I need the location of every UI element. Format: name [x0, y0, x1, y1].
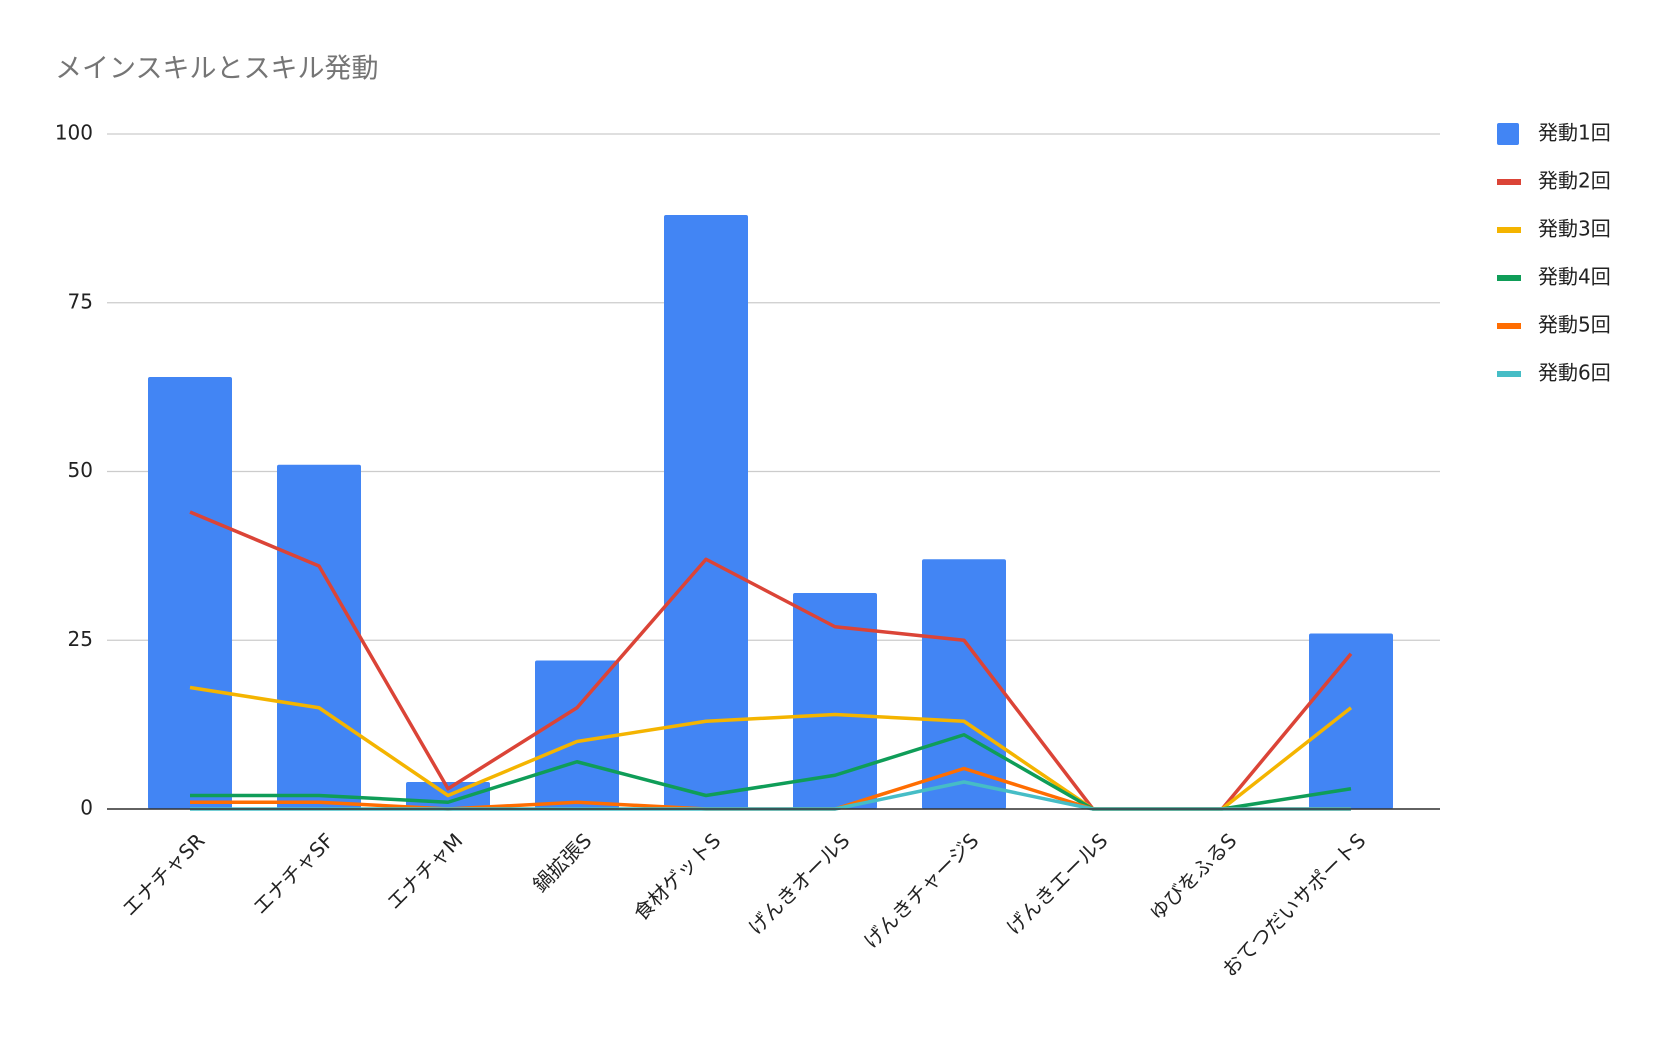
bar	[148, 377, 232, 809]
x-tick-label: げんきエールS	[1002, 828, 1113, 939]
x-tick-label: ゆびをふるS	[1145, 828, 1242, 925]
line-series	[190, 733, 1352, 811]
x-tick-label: げんきオールS	[744, 828, 855, 939]
x-tick-label: エナチャSF	[248, 828, 339, 919]
x-tick-label: 食材ゲットS	[629, 828, 726, 925]
x-tick-label: エナチャSR	[117, 828, 209, 920]
legend-label: 発動5回	[1538, 313, 1611, 337]
line-series	[189, 685, 1353, 811]
y-tick-label: 75	[68, 289, 93, 313]
chart-title: メインスキルとスキル発動	[55, 54, 378, 85]
legend-label: 発動4回	[1538, 265, 1611, 289]
bar	[535, 660, 619, 809]
x-tick-label: げんきチャージS	[859, 828, 984, 953]
legend-swatch	[1497, 123, 1519, 145]
x-tick-label: エナチャM	[382, 828, 468, 914]
y-tick-label: 50	[68, 458, 93, 482]
bar	[793, 593, 877, 809]
x-tick-label: 鍋拡張S	[528, 828, 596, 896]
bar	[1309, 633, 1393, 809]
x-tick-label: おてつだいサポートS	[1217, 828, 1370, 981]
legend-label: 発動1回	[1538, 121, 1611, 145]
y-tick-label: 25	[68, 627, 93, 651]
bar	[922, 559, 1006, 809]
legend-label: 発動6回	[1538, 361, 1611, 385]
bar	[664, 215, 748, 809]
legend-label: 発動3回	[1538, 217, 1611, 241]
legend-label: 発動2回	[1538, 169, 1611, 193]
y-tick-label: 100	[55, 121, 93, 145]
line-series	[189, 510, 1353, 811]
bar	[277, 464, 361, 809]
line-series	[190, 766, 1351, 811]
y-tick-label: 0	[80, 796, 93, 820]
